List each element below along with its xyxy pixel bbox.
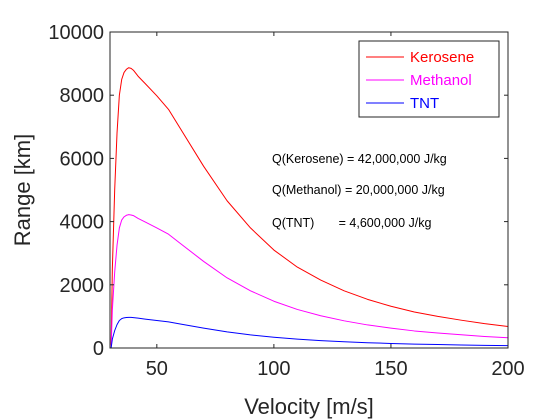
y-axis-label: Range [km]: [10, 134, 35, 247]
y-tick-label: 10000: [48, 22, 104, 44]
series-line-methanol: [110, 214, 509, 347]
axes-box: [109, 31, 509, 349]
annotations: Q(Kerosene) = 42,000,000 J/kg Q(Methanol…: [272, 152, 447, 230]
x-axis-label: Velocity [m/s]: [244, 394, 374, 419]
x-tick-label: 150: [374, 358, 407, 380]
x-tick-label: 50: [146, 358, 168, 380]
y-tick-label: 8000: [60, 85, 105, 107]
annotation-kerosene: Q(Kerosene) = 42,000,000 J/kg: [272, 152, 447, 166]
annotation-tnt: Q(TNT) = 4,600,000 J/kg: [272, 216, 431, 230]
legend-label-methanol: Methanol: [410, 72, 472, 89]
y-tick-label: 6000: [60, 148, 105, 170]
x-tick-label: 100: [257, 358, 290, 380]
axes-layer: [109, 31, 509, 349]
y-tick-label: 4000: [60, 212, 105, 234]
y-tick-label: 0: [93, 338, 104, 360]
series-line-kerosene: [110, 67, 509, 345]
legend-box: [358, 40, 500, 118]
legend-label-tnt: TNT: [410, 95, 439, 112]
series-layer: [110, 67, 509, 348]
series-line-tnt: [110, 316, 509, 348]
x-tick-label: 200: [491, 358, 524, 380]
legend-label-kerosene: Kerosene: [410, 49, 474, 66]
legend: Kerosene Methanol TNT: [358, 40, 500, 118]
annotation-methanol: Q(Methanol) = 20,000,000 J/kg: [272, 183, 445, 197]
y-tick-label: 2000: [60, 275, 105, 297]
